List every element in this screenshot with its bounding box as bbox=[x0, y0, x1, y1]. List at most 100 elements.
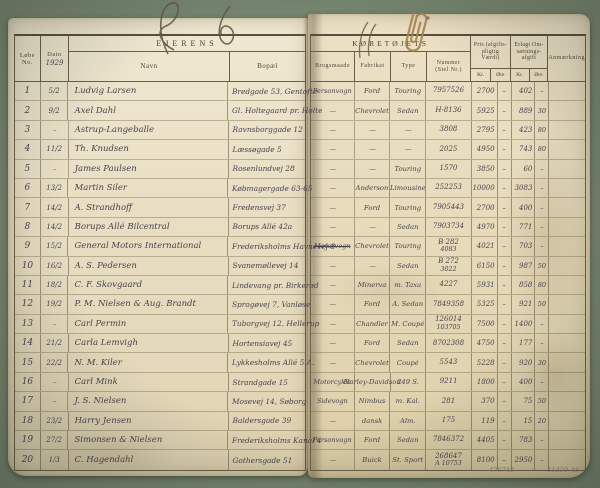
make: Ford bbox=[355, 295, 391, 314]
tax-ore: – bbox=[535, 82, 550, 101]
remark bbox=[549, 140, 585, 158]
tax-kr: 402 bbox=[512, 82, 536, 101]
price-ore: – bbox=[498, 411, 512, 431]
remark bbox=[549, 121, 585, 139]
tax-kr: 2950 bbox=[512, 450, 536, 470]
owner-row: 17– J. S. Nielsen Mosevej 14, Søborg bbox=[15, 392, 306, 412]
residence: Baldersgade 39 bbox=[232, 416, 292, 426]
residence: Gothersgade 51 bbox=[232, 455, 293, 465]
serial-number: 4227 bbox=[426, 275, 472, 295]
tax-ore: – bbox=[535, 178, 550, 198]
tax-ore: – bbox=[535, 159, 550, 178]
serial-line1: 7957526 bbox=[432, 86, 465, 95]
remark bbox=[549, 353, 585, 371]
serial-number: B 282 4083 bbox=[426, 237, 472, 256]
serial-line2: 3022 bbox=[440, 265, 457, 273]
make: Ford bbox=[355, 431, 391, 450]
usage: — bbox=[311, 178, 355, 198]
owner-row: 1 5/2 Ludvig Larsen Bredgade 53, Gentofte bbox=[15, 82, 317, 102]
tax-kr: 921 bbox=[512, 295, 536, 314]
model-type: St. Sport bbox=[390, 450, 427, 470]
tax-ore: – bbox=[535, 217, 550, 237]
row-number: 15 bbox=[15, 353, 41, 372]
entry-date: – bbox=[41, 159, 69, 178]
price-kr: 8100 bbox=[472, 450, 498, 470]
model-type: Sedan bbox=[390, 334, 427, 353]
residence: Sprogøvej 7, Vanløse bbox=[231, 299, 311, 309]
vehicle-row: Personvogn Ford Touring 7957526 2700–402– bbox=[311, 82, 585, 102]
tax-kr: 889 bbox=[512, 101, 536, 120]
price-ore: – bbox=[498, 140, 512, 159]
column-header-lobe-no: Løbe No. bbox=[15, 36, 41, 81]
price-kr: 4950 bbox=[472, 140, 498, 159]
serial-number: 7846372 bbox=[426, 431, 472, 450]
price-ore: – bbox=[498, 431, 512, 450]
owner-name: N. M. Kiler bbox=[68, 353, 228, 372]
ledger-right-page bbox=[308, 14, 590, 478]
price-kr: 2700 bbox=[472, 198, 498, 217]
serial-line1: 126014 bbox=[435, 315, 462, 324]
residence: Gl. Holtegaard pr. Holte bbox=[231, 106, 323, 116]
serial-line1: 8702308 bbox=[432, 338, 465, 347]
vehicle-row: — — Touring 1570 3850–60– bbox=[311, 159, 585, 179]
serial-line1: H-8136 bbox=[435, 105, 462, 114]
make: — bbox=[355, 217, 391, 237]
model-type: m. Kal. bbox=[390, 392, 427, 411]
serial-number: 8702308 bbox=[426, 334, 472, 353]
tax-ore: – bbox=[535, 334, 550, 353]
column-header-brugsmaade: Brugsmaade bbox=[311, 52, 355, 81]
remark bbox=[549, 179, 585, 197]
entry-date: 9/2 bbox=[41, 101, 69, 120]
row-number: 7 bbox=[15, 198, 41, 217]
pris-label: Pris (afgifts- pligtig Værdi) bbox=[473, 42, 508, 62]
entry-date: 1/3 bbox=[41, 450, 69, 470]
tax-ore: 20 bbox=[535, 411, 550, 431]
tax-kr: 858 bbox=[512, 275, 536, 295]
pencil-total-pris: 476748 bbox=[489, 466, 514, 474]
owner-name: Martin Siler bbox=[68, 178, 228, 198]
tax-kr: 400 bbox=[512, 372, 536, 392]
entry-date: 16/2 bbox=[41, 256, 69, 275]
afgift-label: Erlagt Om- sætnings- afgift bbox=[514, 42, 544, 62]
price-ore: – bbox=[498, 392, 512, 411]
tax-ore: 80 bbox=[535, 275, 550, 295]
remark bbox=[549, 257, 585, 275]
price-kr: 4970 bbox=[472, 217, 498, 237]
owner-name: A. S. Pedersen bbox=[69, 256, 229, 275]
price-kr: 5925 bbox=[472, 101, 498, 120]
price-kr: 5228 bbox=[472, 353, 498, 372]
price-ore: – bbox=[498, 159, 512, 178]
price-ore: – bbox=[498, 275, 512, 295]
owner-row: 4 11/2 Th. Knudsen Læssøgade 5 bbox=[15, 140, 305, 160]
price-ore: – bbox=[498, 295, 512, 314]
make: Nimbus bbox=[355, 392, 391, 411]
model-type: Sedan bbox=[390, 256, 427, 275]
right-rows: Personvogn Ford Touring 7957526 2700–402– — Ch… bbox=[310, 82, 586, 471]
model-type: Coupé bbox=[390, 353, 427, 372]
model-type: Touring bbox=[390, 82, 427, 101]
price-kr: 3850 bbox=[472, 159, 498, 178]
make: — bbox=[355, 140, 391, 159]
vehicle-row: — Chevrolet Coupé 5543 5228–920 30 bbox=[311, 353, 585, 373]
tax-ore: 30 bbox=[535, 353, 550, 372]
serial-line1: 5543 bbox=[439, 357, 458, 366]
serial-number: B 272 3022 bbox=[426, 256, 472, 275]
row-number: 4 bbox=[15, 140, 41, 159]
residence: Læssøgade 5 bbox=[232, 144, 282, 154]
usage: — bbox=[311, 334, 355, 353]
serial-number: 252253 bbox=[426, 178, 472, 198]
column-header-nummer: Nummer (Stel Nr.) bbox=[435, 59, 462, 73]
usage: — bbox=[311, 295, 355, 314]
column-header-navn: Navn bbox=[69, 52, 230, 81]
serial-number: 5543 bbox=[426, 353, 472, 372]
tax-ore: – bbox=[535, 198, 550, 217]
owner-row: 2 9/2 Axel Dahl Gl. Holtegaard pr. Holte bbox=[15, 101, 323, 121]
model-type: Limousine bbox=[390, 178, 427, 198]
vehicle-row: Motorvogn Chevrolet Touring B 282 4083 4021–7… bbox=[311, 237, 585, 257]
usage: Motorvogn bbox=[311, 237, 355, 256]
residence: Frederiksholms Havnevej 8 bbox=[231, 241, 336, 251]
serial-number: 2025 bbox=[426, 140, 472, 159]
remark bbox=[549, 276, 585, 294]
price-kr: 370 bbox=[472, 392, 498, 411]
column-header-afgift: Erlagt Om- sætnings- afgift Kr. Øre bbox=[510, 36, 549, 81]
